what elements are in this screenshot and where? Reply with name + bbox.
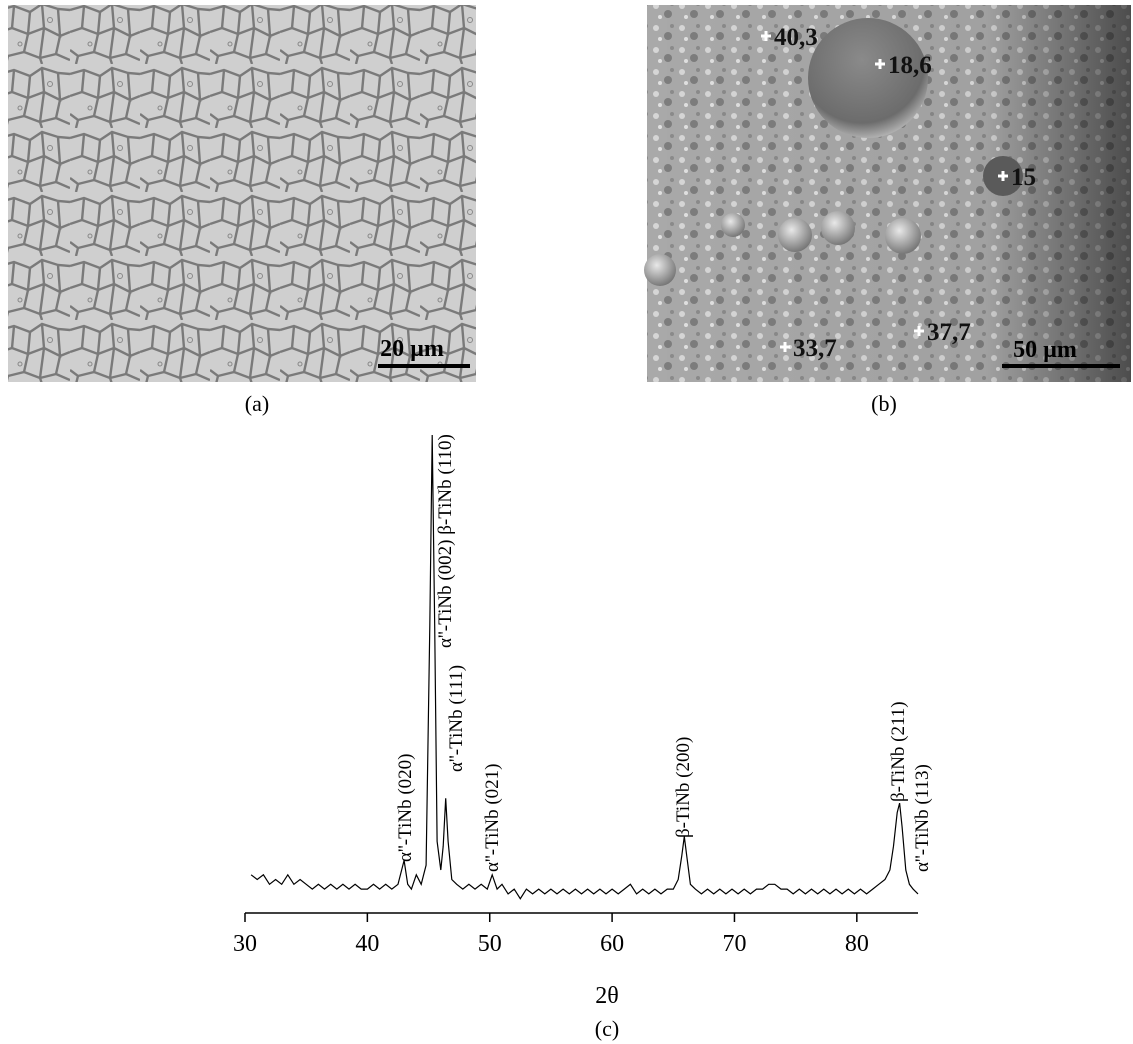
x-tick-label: 80 (845, 931, 869, 957)
peak-annotation: α''-TiNb (002) β-TiNb (110) (435, 434, 456, 648)
x-tick-label: 70 (722, 931, 746, 957)
x-tick-label: 30 (233, 931, 257, 957)
particle (644, 254, 676, 286)
particle (885, 218, 921, 254)
peak-annotation: α''-TiNb (113) (912, 764, 933, 872)
point-label: 18,6 (888, 52, 932, 79)
point-label: 15 (1011, 164, 1036, 191)
scale-bar-label: 20 µm (380, 336, 444, 362)
point-label: 33,7 (793, 335, 837, 362)
point-label: 37,7 (927, 319, 971, 346)
x-tick-label: 50 (478, 931, 502, 957)
x-tick-label: 60 (600, 931, 624, 957)
micrograph-a (8, 5, 476, 382)
figure: 20 µm (a) 50 µm (b) 2θ (c) 40,3 18,6 15 33,… (0, 0, 1133, 1044)
x-axis-title: 2θ (595, 983, 619, 1009)
panel-label: (b) (871, 391, 897, 416)
peak-annotation: β-TiNb (200) (673, 737, 694, 838)
peak-annotation: α''-TiNb (111) (446, 665, 467, 772)
x-tick-label: 40 (355, 931, 379, 957)
scale-bar-label: 50 µm (1013, 337, 1077, 363)
xrd-line (251, 435, 918, 899)
peak-annotation: α''-TiNb (021) (482, 764, 503, 872)
peak-annotation: β-TiNb (211) (888, 701, 909, 802)
point-label: 40,3 (774, 24, 818, 51)
panel-label: (c) (595, 1016, 619, 1041)
particle (721, 213, 745, 237)
particle (778, 218, 812, 252)
peak-annotation: α''-TiNb (020) (395, 754, 416, 862)
particle (821, 211, 855, 245)
panel-label: (a) (245, 391, 269, 416)
